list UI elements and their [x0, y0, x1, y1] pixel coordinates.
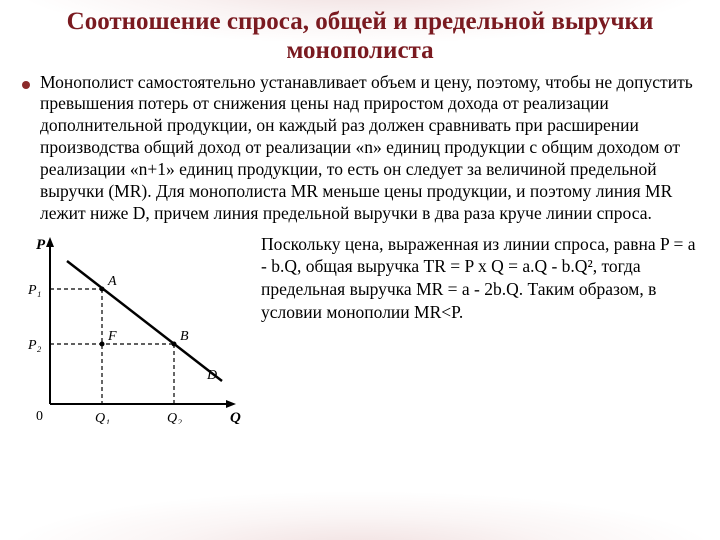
paragraph-2: Поскольку цена, выраженная из линии спро…: [261, 229, 698, 324]
bullet-item: Монополист самостоятельно устанавливает …: [22, 72, 698, 225]
paragraph-1: Монополист самостоятельно устанавливает …: [40, 72, 698, 225]
svg-text:Q: Q: [230, 410, 241, 424]
demand-chart: P P₁ P₂ 0 Q₁ Q₂ Q A F B D: [22, 229, 247, 424]
slide-content: Соотношение спроса, общей и предельной в…: [0, 0, 720, 434]
svg-text:P: P: [36, 237, 46, 253]
svg-text:Q₂: Q₂: [167, 411, 182, 424]
svg-text:A: A: [107, 274, 117, 289]
bullet-icon: [22, 81, 30, 89]
svg-text:D: D: [206, 368, 217, 383]
svg-text:F: F: [107, 329, 117, 344]
svg-text:P₁: P₁: [27, 283, 41, 298]
slide-title: Соотношение спроса, общей и предельной в…: [22, 8, 698, 66]
svg-text:B: B: [180, 329, 189, 344]
svg-text:P₂: P₂: [27, 338, 42, 353]
lower-row: P P₁ P₂ 0 Q₁ Q₂ Q A F B D Поскольку цена, выраженн…: [22, 229, 698, 424]
svg-text:0: 0: [36, 409, 43, 424]
svg-text:Q₁: Q₁: [95, 411, 110, 424]
